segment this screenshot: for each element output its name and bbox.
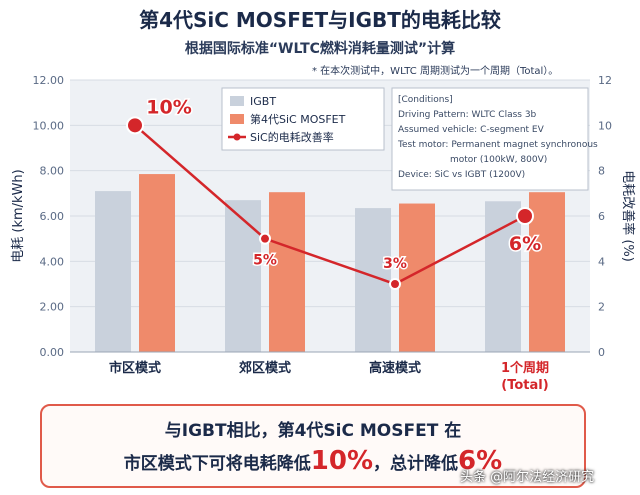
data-label: 10% [146,96,191,118]
y2-tick-label: 6 [598,210,605,223]
legend-label: 第4代SiC MOSFET [250,112,346,126]
y2-tick-label: 8 [598,165,605,178]
chart-title: 第4代SiC MOSFET与IGBT的电耗比较 [139,8,501,32]
legend-label: IGBT [250,95,276,108]
callout-line-2: 市区模式下可将电耗降低10%，总计降低6% [42,446,584,476]
callout-text-c: ，总计降低 [373,454,459,474]
y2-tick-label: 12 [598,74,612,87]
conditions-text: motor (100kW, 800V) [450,155,547,165]
y-tick-label: 2.00 [40,301,65,314]
legend-line-marker [233,133,241,141]
y2-axis-label: 电耗改善率 (%) [620,170,636,262]
bar [95,191,131,352]
conditions-text: Driving Pattern: WLTC Class 3b [398,110,537,120]
chart-subtitle: 根据国际标准“WLTC燃料消耗量测试”计算 [184,41,456,57]
callout-highlight-10: 10% [310,446,374,476]
improvement-line [134,124,526,286]
chart-area: 0.00 2.00 4.00 6.00 8.00 10.00 12.00 0 2 4 6 8 10 12 电… [11,74,636,393]
chart-note: * 在本次测试中，WLTC 周期测试为一个周期（Total）。 [312,66,559,77]
y-tick-label: 10.00 [33,119,65,132]
callout-text-a: 市区模式下可将电耗降低 [123,454,311,474]
callout-line-1: 与IGBT相比，第4代SiC MOSFET 在 [164,421,462,441]
summary-callout: 与IGBT相比，第4代SiC MOSFET 在 市区模式下可将电耗降低10%，总… [40,404,586,488]
callout-highlight-6: 6% [458,446,503,476]
x-tick-label: 1个周期 [501,360,549,376]
y-tick-label: 6.00 [40,210,65,223]
x-tick-label: (Total) [501,378,548,393]
watermark-text: 头条 @阿尔法经济研究 [460,470,595,485]
y2-tick-label: 4 [598,255,605,268]
y-tick-label: 8.00 [40,165,65,178]
legend-box [221,87,385,151]
bar [225,200,261,352]
y-tick-label: 0.00 [40,346,65,359]
legend-swatch [230,114,244,124]
y-tick-label: 12.00 [33,74,65,87]
line-point [389,278,401,290]
bar [485,201,521,352]
line-point [126,116,144,135]
conditions-box [391,87,589,191]
y-axis-label: 电耗 (km/kWh) [11,169,26,262]
y2-tick-label: 10 [598,119,612,132]
conditions-text: [Conditions] [398,95,453,105]
x-tick-label: 市区模式 [109,360,161,376]
data-label: 6% [509,233,541,255]
legend-label: SiC的电耗改善率 [250,130,334,144]
conditions-text: Test motor: Permanent magnet synchronous [397,140,598,150]
legend-swatch [230,96,244,106]
y-tick-label: 4.00 [40,255,65,268]
x-tick-label: 高速模式 [369,360,421,376]
data-label: 5% [253,253,277,269]
line-point [516,207,534,225]
bar [269,192,305,352]
data-label: 3% [383,256,407,272]
y2-tick-label: 2 [598,301,605,314]
conditions-text: Device: SiC vs IGBT (1200V) [398,170,525,180]
conditions-text: Assumed vehicle: C-segment EV [398,125,545,135]
bar [529,192,565,352]
bar [139,174,175,352]
y2-tick-label: 0 [598,346,605,359]
x-tick-label: 郊区模式 [239,360,291,376]
line-point [259,232,271,245]
